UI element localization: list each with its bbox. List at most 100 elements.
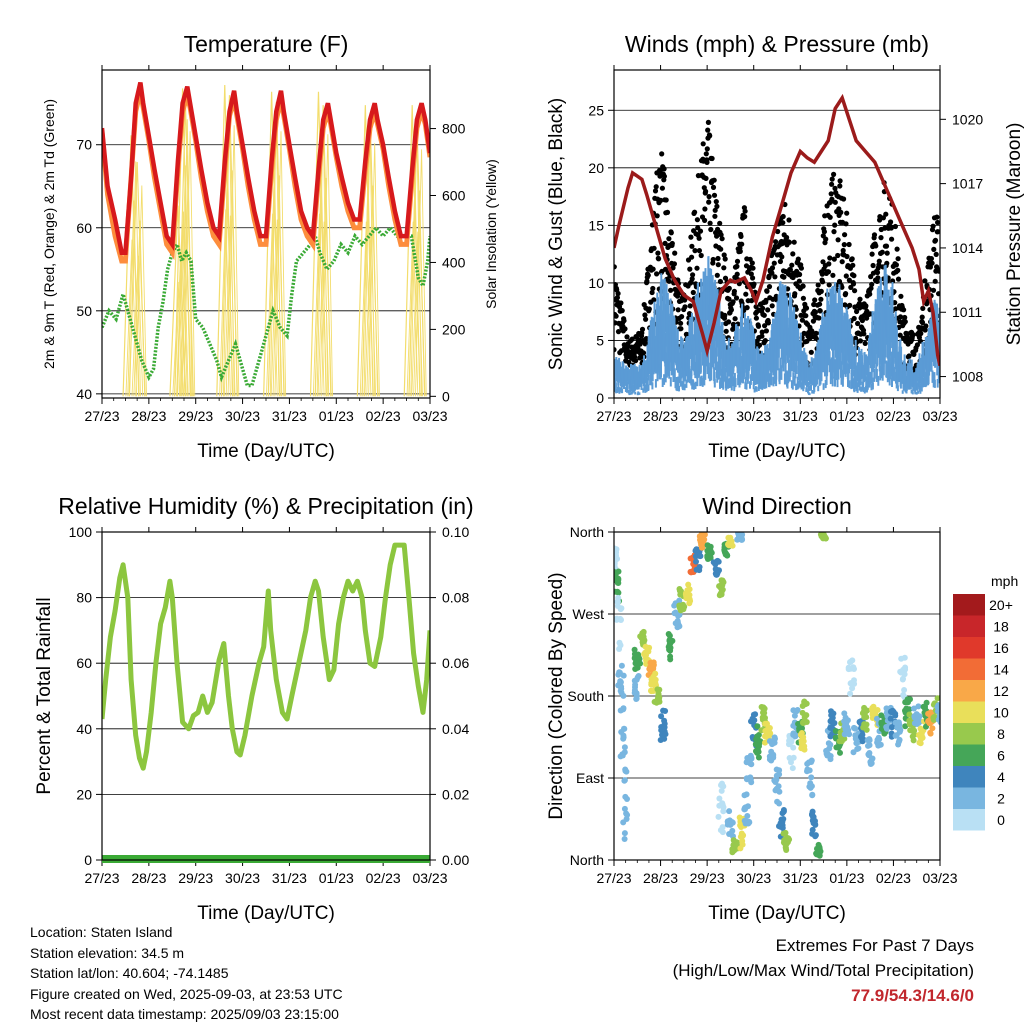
gust-point (835, 252, 841, 259)
gust-point (618, 300, 624, 306)
direction-point (715, 567, 722, 574)
x-tick-label: 30/23 (736, 870, 771, 886)
x-axis-label: Time (Day/UTC) (197, 441, 335, 462)
direction-point (674, 619, 681, 626)
solar-line (319, 177, 332, 397)
gust-point (666, 278, 672, 284)
plot-area (614, 532, 940, 859)
gust-point (816, 315, 822, 321)
gust-point (615, 329, 622, 335)
gust-point (850, 281, 857, 287)
gust-point (832, 199, 838, 205)
plot-area (102, 82, 430, 397)
gust-point (637, 355, 643, 361)
gust-point (777, 258, 784, 265)
dewpoint-line (102, 225, 430, 388)
direction-point (898, 669, 905, 676)
direction-point (847, 665, 854, 672)
gust-point (726, 319, 732, 325)
direction-point (704, 542, 711, 549)
y2-tick-label: 0.06 (442, 655, 469, 671)
direction-point (841, 718, 848, 725)
y-tick-label: 10 (588, 275, 604, 291)
gust-point (797, 271, 803, 278)
x-tick-label: 31/23 (783, 870, 818, 886)
gust-point (650, 285, 656, 292)
gust-point (706, 199, 712, 205)
direction-point (697, 553, 704, 560)
gust-point (704, 159, 710, 165)
gust-point (769, 265, 776, 271)
legend-label: 4 (997, 769, 1005, 785)
direction-point (652, 670, 659, 677)
direction-point (847, 658, 854, 665)
gust-point (812, 297, 818, 303)
direction-point (718, 591, 725, 598)
direction-point (631, 687, 638, 694)
gust-point (679, 314, 685, 320)
solar-line (135, 185, 147, 397)
gust-point (714, 233, 720, 239)
gust-point (734, 271, 740, 277)
gust-point (755, 323, 762, 329)
direction-point (866, 736, 873, 743)
gust-point (841, 196, 847, 202)
gust-point (703, 151, 709, 157)
direction-point (621, 744, 628, 751)
gust-point (933, 251, 939, 257)
gust-point (689, 254, 695, 260)
gust-point (637, 341, 643, 347)
gust-point (859, 317, 866, 324)
plot-frame (613, 531, 941, 861)
gust-point (766, 284, 773, 290)
x-tick-label: 02/23 (876, 408, 911, 424)
direction-point (621, 830, 628, 837)
direction-point (638, 635, 645, 642)
x-tick-label: 01/23 (319, 408, 354, 424)
gust-point (759, 329, 765, 335)
solar-line (127, 200, 139, 397)
gust-point (614, 264, 617, 270)
legend-label: 16 (993, 640, 1009, 656)
solar-line (321, 134, 333, 397)
direction-point (927, 709, 934, 716)
direction-point (836, 738, 843, 745)
x-tick-label: 02/23 (366, 870, 401, 886)
y2-tick-label: 1011 (952, 304, 982, 320)
y-tick-label: 60 (76, 220, 92, 236)
chart-title: Relative Humidity (%) & Precipitation (i… (58, 493, 473, 519)
y-tick-label: 80 (76, 590, 92, 606)
direction-point (687, 555, 694, 562)
direction-point (614, 563, 618, 570)
gust-point (892, 223, 899, 230)
gust-point (800, 283, 806, 289)
gust-point (668, 230, 674, 236)
direction-point (830, 710, 837, 717)
direction-point (934, 695, 940, 702)
direction-point (841, 710, 848, 717)
direction-point (715, 813, 722, 820)
direction-point (662, 731, 669, 738)
direction-point (707, 548, 714, 555)
x-tick-label: 27/23 (596, 408, 631, 424)
direction-point (614, 598, 621, 605)
gust-point (893, 262, 900, 268)
legend-label: 6 (997, 748, 1005, 764)
gust-point (644, 278, 650, 284)
x-tick-label: 30/23 (225, 870, 260, 886)
direction-point (662, 708, 669, 714)
direction-point (761, 705, 768, 712)
direction-point (738, 830, 745, 837)
direction-point (667, 653, 674, 660)
gust-point (837, 183, 843, 189)
gust-point (621, 318, 627, 324)
direction-point (852, 735, 859, 742)
y-tick-label: 50 (76, 303, 92, 319)
direction-point (878, 712, 885, 719)
gust-point (730, 299, 736, 305)
gust-point (831, 229, 837, 235)
direction-point (782, 829, 789, 836)
gust-point (831, 256, 837, 262)
direction-point (643, 657, 650, 664)
gust-point (711, 192, 718, 198)
